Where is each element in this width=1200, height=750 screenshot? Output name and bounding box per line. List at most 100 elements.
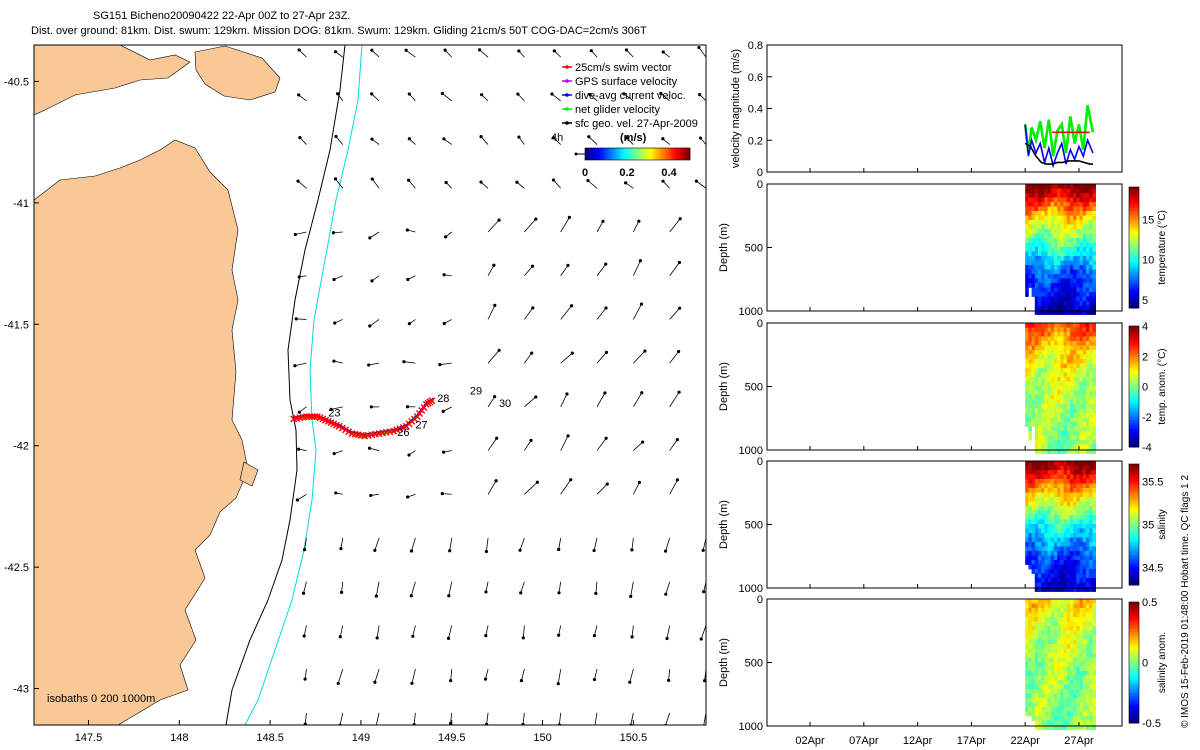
section-cell [1060,323,1064,328]
section-cell [1082,617,1087,622]
section-cell [1044,327,1048,333]
section-cell [1076,698,1080,703]
section-cell [1089,492,1093,498]
section-cell [1069,666,1074,672]
section-cell [1082,465,1087,471]
section-cell [1037,274,1042,279]
section-cell [1037,599,1042,604]
section-cell [1082,564,1087,570]
section-cell [1044,265,1048,270]
section-cell [1063,381,1068,387]
section-cell [1066,653,1071,658]
section-cell [1053,720,1058,726]
section-cell [1063,332,1068,337]
section-cell [1076,184,1080,189]
section-cell [1085,341,1090,346]
section-cell [1034,465,1039,471]
section-cell [1037,626,1042,631]
section-cell [1037,323,1042,328]
section-cells-2 [1025,461,1096,592]
section-cell [1034,612,1039,618]
section-cell [1092,725,1096,730]
section-cell [1066,510,1071,516]
section-cell [1085,310,1090,315]
section-cell [1037,470,1042,475]
section-cell [1073,702,1077,708]
section-cell [1063,359,1068,364]
section-cell [1025,488,1029,493]
section-cell [1053,488,1058,493]
section-cell [1063,644,1068,649]
section-cell [1069,350,1074,355]
arrow-head [334,491,338,495]
section-cell [1044,417,1048,423]
section-cell [1082,377,1087,382]
section-cell [1069,359,1074,364]
section-cell [1060,417,1064,423]
colorbar-cell [1129,692,1139,697]
section-cell [1037,327,1042,333]
section-cell [1073,363,1077,369]
section-cell [1060,537,1064,543]
section-cell [1041,404,1045,409]
section-cell [1028,680,1032,685]
section-cell [1082,206,1087,212]
section-cell [1079,488,1084,493]
arrow-117 [633,441,643,451]
section-cell [1076,720,1080,726]
colorbar-cell [1129,262,1139,267]
section-cell [1063,408,1068,414]
arrow-92 [596,352,607,364]
arrow-head [493,395,497,399]
section-cell [1085,278,1090,284]
section-cell [1082,224,1087,230]
section-cell [1025,689,1029,694]
section-cell [1028,202,1032,207]
section-cell [1047,278,1052,284]
section-cell [1044,657,1048,663]
section-cell [1025,662,1029,667]
section-cell [1041,386,1045,391]
section-cell [1073,644,1077,649]
section-cell [1041,693,1045,699]
section-cell [1044,292,1048,297]
section-cell [1060,332,1064,337]
section-cell [1037,417,1042,423]
section-cell [1057,599,1061,604]
section-cell [1050,648,1055,654]
section-cell [1060,657,1064,663]
section-cell [1073,341,1077,346]
section-cell [1092,301,1096,306]
section-cell [1073,603,1077,609]
velocity-series-3 [1024,142,1093,165]
section-cell [1047,515,1052,520]
section-cell [1060,202,1064,207]
section-cell [1028,363,1032,369]
section-cell [1092,202,1096,207]
section-cell [1082,242,1087,248]
section-cell [1060,578,1064,583]
section-cell [1044,345,1048,351]
arrow-head [331,231,336,235]
arrow-head [369,405,373,409]
colorbar-cell [1129,710,1139,715]
section-cell [1073,381,1077,387]
section-cell [1047,483,1052,489]
depth-tick-label: 500 [745,520,763,532]
section-cell [1041,278,1045,284]
section-cell [1076,725,1080,730]
section-cell [1050,336,1055,342]
section-cell [1034,372,1039,378]
section-cell [1069,573,1074,579]
section-cell [1044,524,1048,529]
section-cell [1041,426,1045,432]
section-cell [1034,265,1039,270]
section-cell [1037,377,1042,382]
section-cell [1082,711,1087,717]
section-cell [1047,368,1052,373]
section-cell [1050,546,1055,552]
arrow-138 [519,537,525,551]
section-cell [1092,680,1096,685]
section-cell [1073,630,1077,636]
section-cell [1057,220,1061,225]
